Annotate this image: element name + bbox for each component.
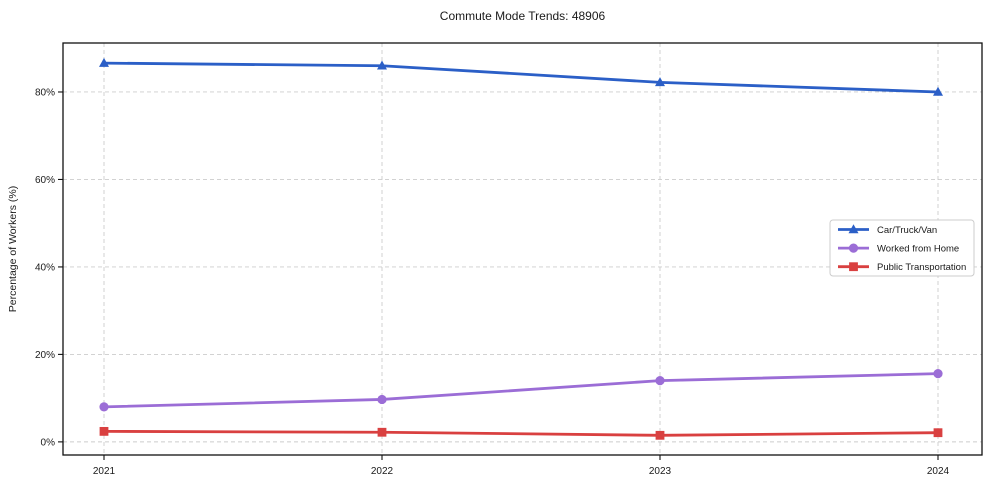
series-marker-public-transportation <box>655 430 665 440</box>
series-line-worked-from-home <box>102 372 940 409</box>
y-tick-label: 80% <box>35 87 55 98</box>
series-marker-car-truck-van <box>933 86 943 96</box>
legend-marker-triangle <box>848 224 859 234</box>
series-marker-worked-from-home <box>377 394 387 405</box>
legend-label: Car/Truck/Van <box>877 225 937 236</box>
plot-border <box>62 42 983 456</box>
series-marker-public-transportation <box>99 426 109 436</box>
x-tick-label: 2023 <box>649 466 672 477</box>
series-line-car-truck-van <box>102 61 940 94</box>
chart-title: Commute Mode Trends: 48906 <box>439 9 606 23</box>
series-marker-public-transportation <box>933 428 943 438</box>
legend-label: Public Transportation <box>877 262 966 273</box>
y-tick-label: 20% <box>35 350 55 361</box>
x-tick-label: 2024 <box>927 466 950 477</box>
series-marker-worked-from-home <box>655 376 665 386</box>
series-marker-worked-from-home <box>933 369 943 379</box>
legend-box <box>829 219 975 277</box>
series-marker-worked-from-home <box>99 402 109 412</box>
series-marker-car-truck-van <box>377 60 387 70</box>
series-marker-car-truck-van <box>99 57 109 67</box>
series-marker-car-truck-van <box>655 77 665 87</box>
legend-marker-circle <box>848 243 859 253</box>
x-tick-label: 2022 <box>371 466 394 477</box>
legend-marker-square <box>849 262 858 272</box>
series-marker-public-transportation <box>377 427 387 437</box>
y-tick-label: 40% <box>35 262 55 273</box>
y-tick-label: 60% <box>35 175 55 186</box>
series-line-public-transportation <box>102 429 940 437</box>
y-tick-label: 0% <box>41 437 56 448</box>
legend-label: Worked from Home <box>877 244 959 255</box>
x-tick-label: 2021 <box>93 466 116 477</box>
